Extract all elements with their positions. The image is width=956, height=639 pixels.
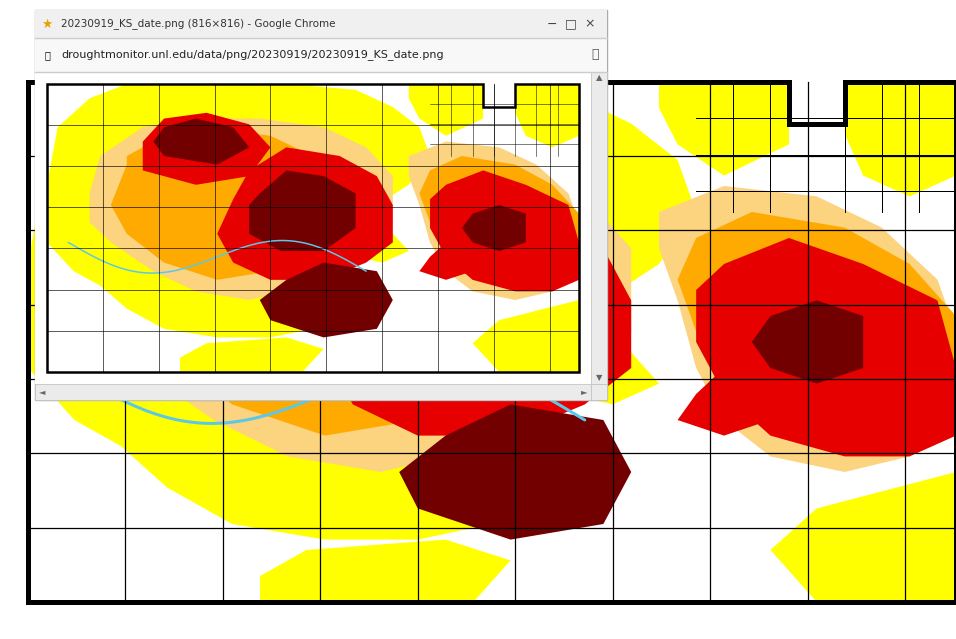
Polygon shape <box>260 539 511 602</box>
Text: ▼: ▼ <box>596 374 602 383</box>
Bar <box>35 72 591 384</box>
Polygon shape <box>678 212 956 436</box>
Text: ★: ★ <box>41 17 53 31</box>
Polygon shape <box>845 82 956 196</box>
Bar <box>35 10 607 400</box>
Polygon shape <box>659 186 956 472</box>
Polygon shape <box>153 119 250 165</box>
Bar <box>28 82 956 602</box>
Polygon shape <box>566 352 659 404</box>
Text: 20230919_KS_date.png (816×816) - Google Chrome: 20230919_KS_date.png (816×816) - Google … <box>61 19 336 29</box>
Polygon shape <box>380 238 566 383</box>
Bar <box>47 84 579 372</box>
Polygon shape <box>140 160 538 436</box>
Polygon shape <box>462 205 526 251</box>
Bar <box>591 384 607 400</box>
Bar <box>35 10 607 38</box>
Text: −: − <box>547 17 557 31</box>
Polygon shape <box>250 171 356 251</box>
Polygon shape <box>260 263 393 337</box>
Polygon shape <box>180 337 324 372</box>
Polygon shape <box>696 238 956 456</box>
Polygon shape <box>409 142 579 300</box>
Polygon shape <box>325 196 631 436</box>
Bar <box>35 384 591 400</box>
Text: □: □ <box>565 17 576 31</box>
Text: ⌕: ⌕ <box>591 49 598 61</box>
Bar <box>591 72 607 384</box>
Polygon shape <box>111 127 339 280</box>
Polygon shape <box>400 404 631 539</box>
Polygon shape <box>430 171 579 291</box>
Text: ▲: ▲ <box>596 73 602 82</box>
Polygon shape <box>127 136 196 171</box>
Polygon shape <box>47 84 430 337</box>
Text: droughtmonitor.unl.edu/data/png/20230919/20230919_KS_date.png: droughtmonitor.unl.edu/data/png/20230919… <box>61 50 444 61</box>
Polygon shape <box>213 144 380 227</box>
Text: ►: ► <box>580 387 587 397</box>
Polygon shape <box>356 234 409 263</box>
Polygon shape <box>659 82 789 176</box>
Text: 🔒: 🔒 <box>44 50 50 60</box>
Text: ×: × <box>585 17 596 31</box>
Polygon shape <box>771 472 956 602</box>
Polygon shape <box>420 156 579 280</box>
Polygon shape <box>90 119 393 300</box>
Polygon shape <box>195 134 418 264</box>
Text: ◄: ◄ <box>39 387 45 397</box>
Polygon shape <box>142 113 271 185</box>
Polygon shape <box>28 82 696 539</box>
Polygon shape <box>472 300 579 372</box>
Polygon shape <box>409 84 483 136</box>
Polygon shape <box>678 368 771 436</box>
Bar <box>35 38 607 72</box>
Polygon shape <box>102 144 631 472</box>
Polygon shape <box>420 242 472 280</box>
Polygon shape <box>167 176 288 238</box>
Polygon shape <box>515 84 579 148</box>
Polygon shape <box>217 148 393 280</box>
Polygon shape <box>751 300 863 383</box>
